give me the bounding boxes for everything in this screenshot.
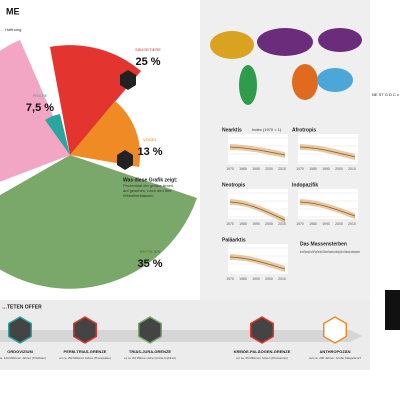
region-name: Neotropis <box>222 182 246 188</box>
wedge-other <box>0 40 70 182</box>
year-label: 1970 <box>226 222 234 226</box>
note-title: Was diese Grafik zeigt: <box>123 177 178 183</box>
world-map <box>210 28 362 105</box>
massensterben-text: hat in allen Regionen gleich: Laut WWF L… <box>300 249 360 254</box>
group-share: 13 % <box>137 146 162 158</box>
year-label: 2010 <box>278 222 286 226</box>
epoch-text: vor ca. 201 Millionen Jahren (Große Amph… <box>124 356 176 360</box>
year-label: 1970 <box>296 222 304 226</box>
group-share: 7,5 % <box>26 102 54 114</box>
epoch-hex <box>72 316 98 344</box>
epoch-hex <box>7 316 33 344</box>
group-name: SÄUGETIERE <box>135 47 161 52</box>
wedge-mammals <box>50 45 141 155</box>
region-name: Afrotropis <box>292 127 316 133</box>
trend-band <box>230 144 285 158</box>
group-share: 25 % <box>135 56 160 68</box>
trend-line <box>229 146 286 156</box>
icon-hex <box>117 150 133 170</box>
side-column <box>370 0 400 400</box>
note-text: Prozentual der größte Anteil, auf gesehen… <box>123 183 174 198</box>
epoch-text: vor ca. 444 Millionen Jahren (Trilobiten… <box>0 356 46 360</box>
panel-bg <box>228 189 288 219</box>
year-label: 2000 <box>265 277 273 281</box>
note-line: Wirbeltierklassen <box>123 193 153 198</box>
year-label: 2010 <box>348 222 356 226</box>
epoch-hex <box>322 316 348 344</box>
intro: … bereits … ebten an … Hoffnung. <box>0 27 22 32</box>
year-label: 2000 <box>265 167 273 171</box>
epoch-text: seit ca. 200 Jahren: Große Säugetiere? <box>309 356 361 360</box>
title: ME <box>6 6 20 16</box>
year-label: 1990 <box>252 167 260 171</box>
epoch-text: vor ca. 66 Millionen Jahren (Dinosaurier… <box>236 356 288 360</box>
group-name: REPTILIEN <box>140 249 161 254</box>
panel-bg <box>228 244 288 274</box>
epoch-name: ANTHROPOZÄN <box>319 349 350 354</box>
region-name: Nearktis <box>222 127 242 133</box>
massensterben-title: Das Massensterben <box>300 241 347 247</box>
year-label: 1970 <box>296 167 304 171</box>
epoch-hex <box>137 316 163 344</box>
note-line: auf gesehen, nach den fünf <box>123 188 172 193</box>
panel-bg <box>228 134 288 164</box>
region-name: Indopazifik <box>292 182 318 188</box>
year-label: 1990 <box>322 167 330 171</box>
epoch-name: ORDOVIZIUM <box>7 349 33 354</box>
region-name: Paläarktis <box>222 237 246 243</box>
trend-line <box>299 201 356 217</box>
year-label: 2000 <box>265 222 273 226</box>
year-label: 2000 <box>335 222 343 226</box>
epoch-name: KREIDE-PALÄOGEN-GRENZE <box>234 349 291 354</box>
wedge-fish <box>45 114 70 155</box>
wedge-reptiles <box>0 155 197 289</box>
trend-line <box>299 146 356 158</box>
wedge-birds <box>70 101 141 167</box>
year-label: 2000 <box>335 167 343 171</box>
year-label: 1980 <box>239 167 247 171</box>
legend: Index (1970 = 1) <box>252 127 282 132</box>
group-name: FISCHE <box>33 93 48 98</box>
trend-band <box>230 199 285 223</box>
year-label: 1980 <box>309 167 317 171</box>
year-label: 1980 <box>239 222 247 226</box>
year-label: 1970 <box>226 277 234 281</box>
note-line: Prozentual der größte Anteil, <box>123 183 174 188</box>
year-label: 1990 <box>252 222 260 226</box>
panel-bg <box>298 134 358 164</box>
year-label: 1970 <box>226 167 234 171</box>
timeline-title: …TETEN OFFER <box>2 304 42 310</box>
panel-bg <box>298 189 358 219</box>
trend-line <box>229 256 286 270</box>
side-block <box>385 290 400 330</box>
year-label: 2010 <box>348 167 356 171</box>
group-share: 35 % <box>137 258 162 270</box>
year-label: 1980 <box>309 222 317 226</box>
group-name: VÖGEL <box>143 137 158 142</box>
trend-band <box>300 199 355 219</box>
trend-line <box>229 201 286 221</box>
year-label: 2010 <box>278 277 286 281</box>
polar-chart <box>0 40 197 289</box>
year-label: 2010 <box>278 167 286 171</box>
year-label: 1990 <box>322 222 330 226</box>
timeline-arrow <box>0 330 362 342</box>
year-label: 1990 <box>252 277 260 281</box>
icon-hex <box>120 70 136 90</box>
epoch-hex <box>249 316 275 344</box>
year-label: 1980 <box>239 277 247 281</box>
epoch-name: PERM-TRIAS-GRENZE <box>64 349 107 354</box>
epoch-text: vor ca. 252 Millionen Jahren (Therapside… <box>59 356 111 360</box>
epoch-name: TRIAS-JURA-GRENZE <box>129 349 172 354</box>
side-text: NE ST G D C c w k <box>372 92 400 97</box>
